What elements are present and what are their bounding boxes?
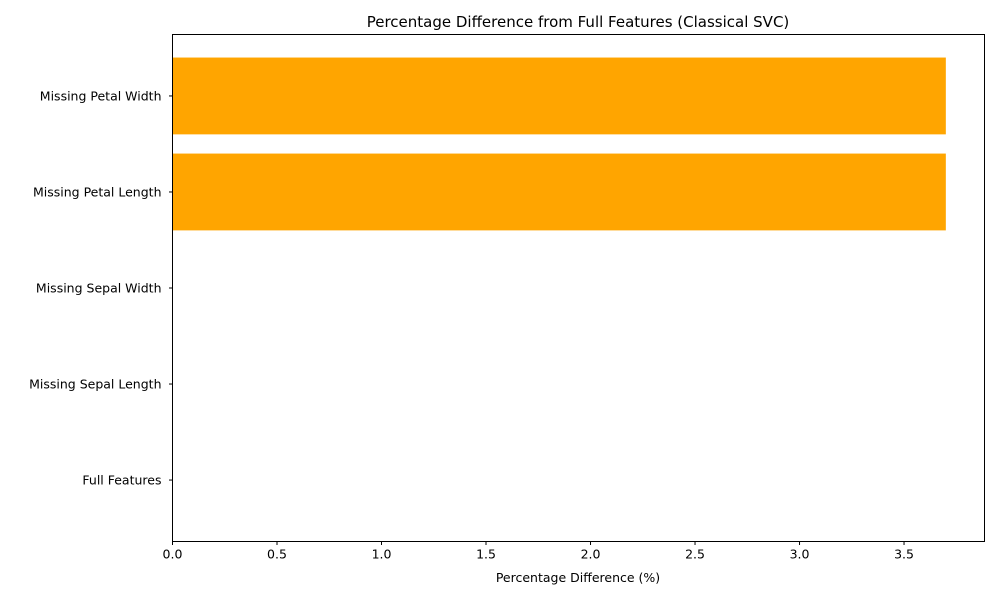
bars-group (172, 57, 946, 231)
x-axis-label: Percentage Difference (%) (496, 570, 660, 585)
x-tick-label: 2.0 (581, 547, 601, 562)
x-tick-label: 1.5 (476, 547, 496, 562)
y-tick-label: Full Features (82, 473, 161, 488)
x-axis-ticks: 0.0 0.5 1.0 1.5 2.0 2.5 3.0 3.5 (163, 541, 914, 562)
y-tick-label: Missing Petal Width (40, 88, 162, 103)
y-axis-ticks: Full Features Missing Sepal Length Missing… (29, 88, 173, 488)
x-tick-label: 1.0 (372, 547, 392, 562)
plot-frame (172, 34, 985, 542)
x-tick-label: 0.5 (267, 547, 287, 562)
chart-title: Percentage Difference from Full Features… (367, 13, 790, 31)
x-tick-label: 3.0 (790, 547, 810, 562)
y-tick-label: Missing Sepal Length (29, 377, 161, 392)
x-tick-label: 3.5 (894, 547, 914, 562)
bar-missing-petal-width (172, 57, 946, 135)
bar-missing-petal-length (172, 153, 946, 231)
x-tick-label: 2.5 (685, 547, 705, 562)
y-tick-label: Missing Sepal Width (36, 281, 162, 296)
y-tick-label: Missing Petal Length (33, 184, 162, 199)
x-tick-label: 0.0 (163, 547, 183, 562)
